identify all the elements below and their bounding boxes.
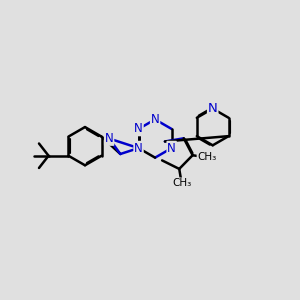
Text: N: N (208, 102, 218, 115)
Text: N: N (167, 142, 176, 154)
Text: N: N (134, 122, 143, 136)
Text: CH₃: CH₃ (172, 178, 191, 188)
Text: N: N (151, 113, 160, 126)
Text: CH₃: CH₃ (197, 152, 217, 162)
Text: N: N (134, 142, 143, 154)
Text: N: N (105, 132, 113, 145)
